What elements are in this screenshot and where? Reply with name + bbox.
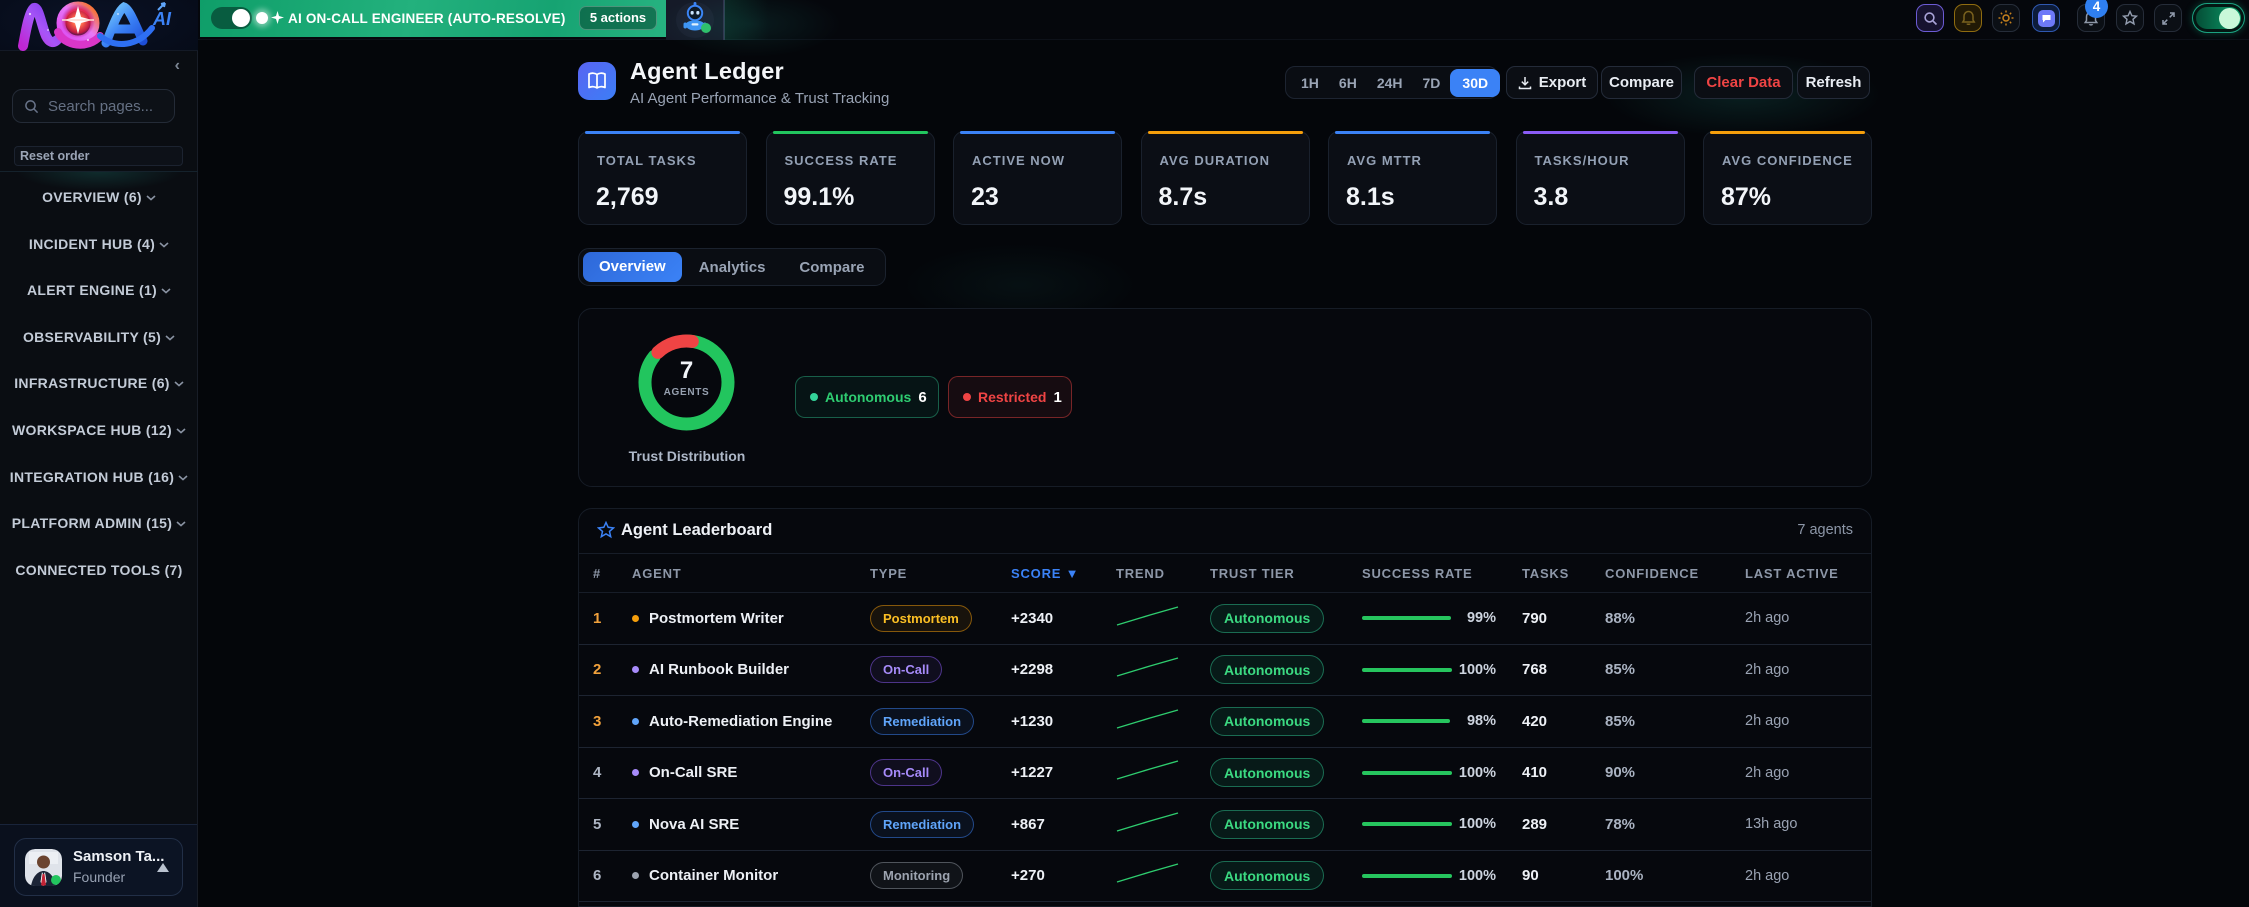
svg-text:AI: AI [152, 9, 172, 29]
